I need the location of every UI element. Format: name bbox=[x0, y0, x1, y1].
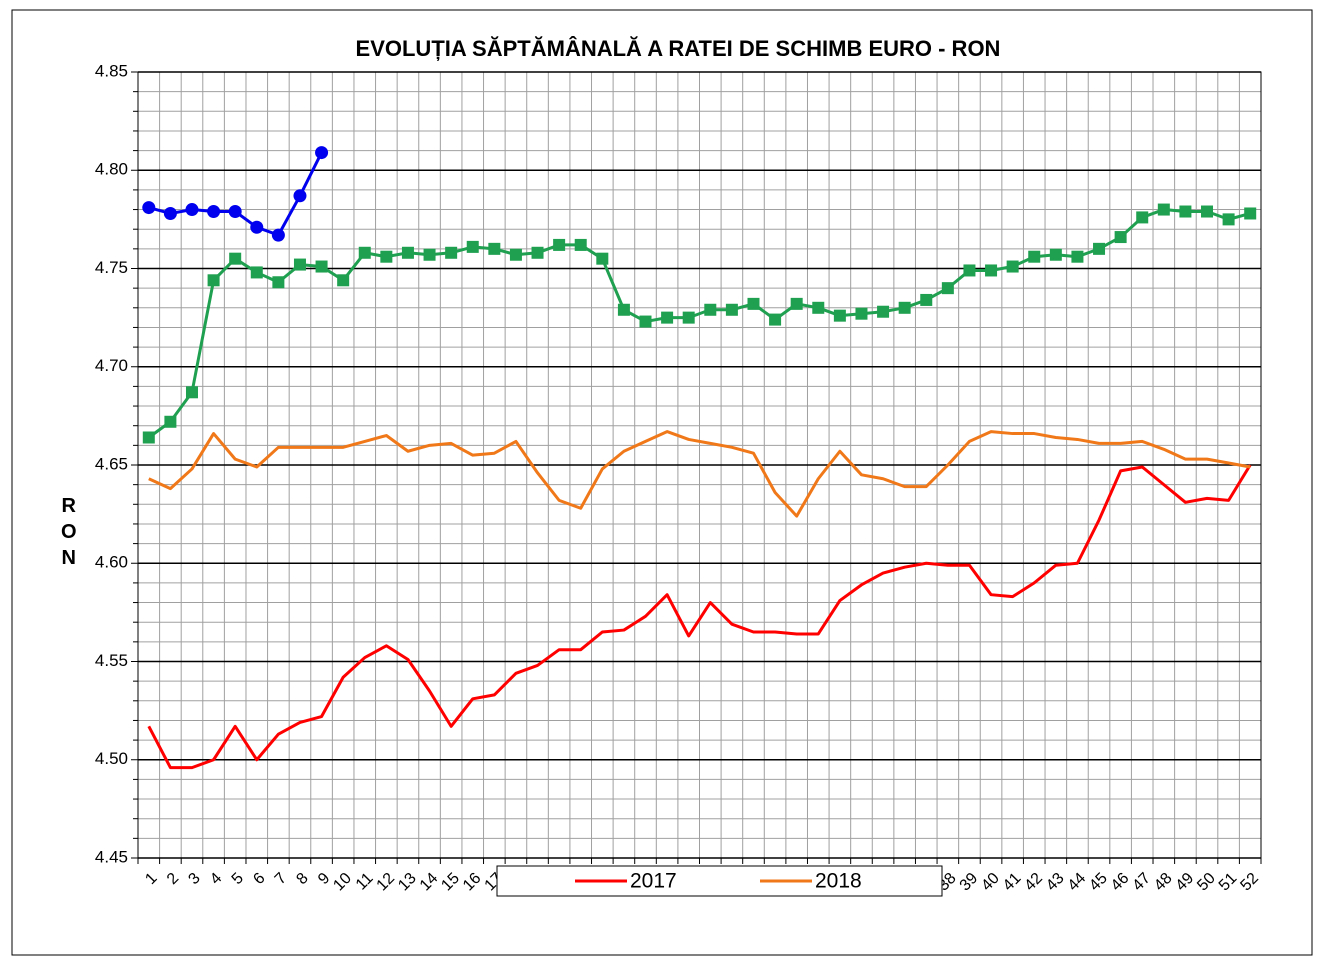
square-marker bbox=[553, 238, 566, 251]
y-tick-label: 4.55 bbox=[95, 651, 128, 670]
square-marker bbox=[855, 307, 868, 320]
circle-marker bbox=[315, 146, 329, 160]
square-marker bbox=[920, 293, 933, 306]
square-marker bbox=[272, 276, 285, 289]
square-marker bbox=[207, 274, 220, 287]
legend-label: 2017 bbox=[630, 870, 677, 893]
square-marker bbox=[877, 305, 890, 318]
circle-marker bbox=[207, 205, 221, 219]
series-line bbox=[147, 208, 1251, 439]
square-marker bbox=[1093, 242, 1106, 255]
legend-label: 2018 bbox=[815, 870, 862, 893]
square-marker bbox=[747, 297, 760, 310]
square-marker bbox=[1157, 203, 1170, 216]
square-marker bbox=[142, 431, 155, 444]
square-marker bbox=[963, 264, 976, 277]
square-marker bbox=[380, 250, 393, 263]
square-marker bbox=[704, 303, 717, 316]
circle-marker bbox=[163, 206, 177, 220]
square-marker bbox=[358, 246, 371, 259]
square-marker bbox=[164, 415, 177, 428]
square-marker bbox=[725, 303, 738, 316]
square-marker bbox=[229, 252, 242, 265]
y-tick-label: 4.60 bbox=[95, 553, 128, 572]
circle-marker bbox=[142, 201, 156, 215]
square-marker bbox=[1028, 250, 1041, 263]
square-marker bbox=[293, 258, 306, 271]
square-marker bbox=[1179, 205, 1192, 218]
square-marker bbox=[509, 248, 522, 261]
circle-marker bbox=[293, 189, 307, 203]
square-marker bbox=[790, 297, 803, 310]
square-marker bbox=[1201, 205, 1214, 218]
square-marker bbox=[941, 282, 954, 295]
square-marker bbox=[574, 238, 587, 251]
y-tick-label: 4.70 bbox=[95, 356, 128, 375]
square-marker bbox=[617, 303, 630, 316]
square-marker bbox=[1244, 207, 1257, 220]
square-marker bbox=[185, 386, 198, 399]
plot-frame bbox=[137, 71, 1262, 859]
y-tick-label: 4.75 bbox=[95, 258, 128, 277]
circle-marker bbox=[250, 220, 264, 234]
square-marker bbox=[445, 246, 458, 259]
y-tick-label: 4.65 bbox=[95, 454, 128, 473]
square-marker bbox=[250, 266, 263, 279]
square-marker bbox=[812, 301, 825, 314]
square-marker bbox=[1049, 248, 1062, 261]
square-marker bbox=[596, 252, 609, 265]
y-tick-label: 4.85 bbox=[95, 61, 128, 80]
legend-box bbox=[496, 865, 943, 897]
square-marker bbox=[1071, 250, 1084, 263]
y-tick-label: 4.50 bbox=[95, 749, 128, 768]
square-marker bbox=[769, 313, 782, 326]
series-line bbox=[147, 464, 1252, 770]
square-marker bbox=[661, 311, 674, 324]
chart-border bbox=[11, 9, 1313, 956]
circle-marker bbox=[228, 205, 242, 219]
square-marker bbox=[315, 260, 328, 273]
square-marker bbox=[985, 264, 998, 277]
square-marker bbox=[1136, 211, 1149, 224]
chart-title: EVOLUȚIA SĂPTĂMÂNALĂ A RATEI DE SCHIMB E… bbox=[356, 36, 1001, 61]
square-marker bbox=[1006, 260, 1019, 273]
circle-marker bbox=[271, 228, 285, 242]
square-marker bbox=[1114, 231, 1127, 244]
square-marker bbox=[488, 242, 501, 255]
y-tick-label: 4.45 bbox=[95, 847, 128, 866]
square-marker bbox=[401, 246, 414, 259]
y-tick-label: 4.80 bbox=[95, 160, 128, 179]
square-marker bbox=[898, 301, 911, 314]
square-marker bbox=[1222, 213, 1235, 226]
square-marker bbox=[337, 274, 350, 287]
square-marker bbox=[531, 246, 544, 259]
y-axis-label: RON bbox=[58, 495, 80, 573]
square-marker bbox=[682, 311, 695, 324]
series-line bbox=[148, 430, 1251, 518]
square-marker bbox=[833, 309, 846, 322]
square-marker bbox=[466, 240, 479, 253]
square-marker bbox=[639, 315, 652, 328]
circle-marker bbox=[185, 203, 199, 217]
square-marker bbox=[423, 248, 436, 261]
